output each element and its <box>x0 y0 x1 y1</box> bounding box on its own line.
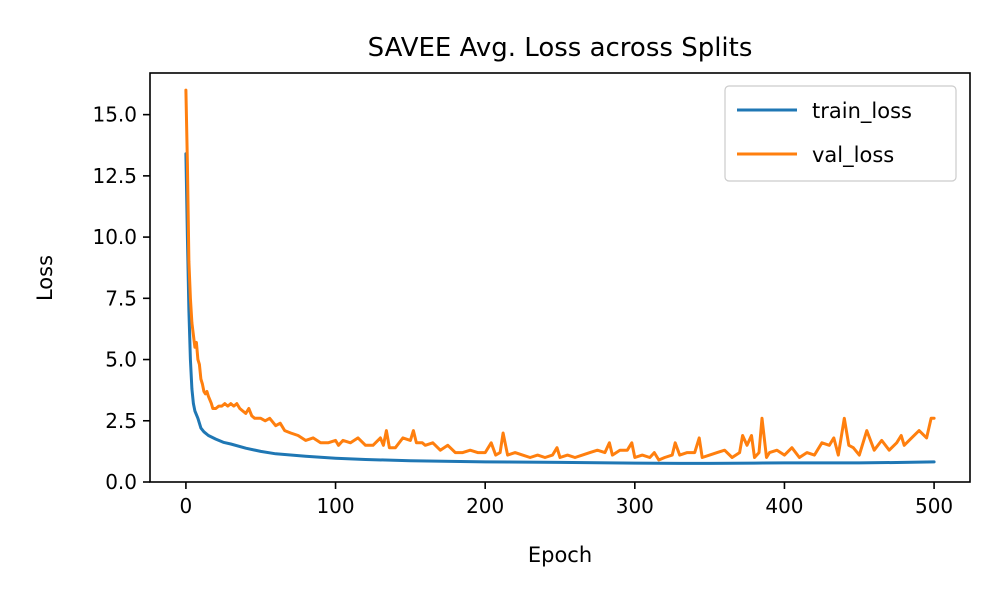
legend-label-train-loss: train_loss <box>812 99 912 124</box>
plot-lines <box>184 88 936 465</box>
y-tick-label: 2.5 <box>105 409 137 433</box>
y-tick-label: 7.5 <box>105 286 137 310</box>
legend-label-val-loss: val_loss <box>812 143 894 168</box>
x-tick-label: 400 <box>765 494 803 518</box>
x-axis-label: Epoch <box>528 543 592 567</box>
x-tick-label: 300 <box>616 494 654 518</box>
legend: train_loss val_loss <box>724 85 957 182</box>
y-tick-label: 5.0 <box>105 348 137 372</box>
x-tick-label: 500 <box>915 494 953 518</box>
y-tick-label: 15.0 <box>92 103 137 127</box>
series-line-val-loss <box>184 88 936 462</box>
x-tick-label: 0 <box>180 494 193 518</box>
chart-title: SAVEE Avg. Loss across Splits <box>368 33 753 63</box>
y-tick-label: 0.0 <box>105 470 137 494</box>
plot-frame <box>149 72 971 483</box>
x-tick-label: 200 <box>466 494 504 518</box>
x-tick-label: 100 <box>316 494 354 518</box>
y-tick-label: 12.5 <box>92 164 137 188</box>
y-axis-ticks: 0.0 2.5 5.0 7.5 10.0 12.5 15.0 <box>92 103 150 494</box>
x-axis-ticks: 0 100 200 300 400 500 <box>180 482 953 518</box>
y-axis-label: Loss <box>33 255 57 301</box>
series-line-train-loss <box>184 152 936 465</box>
y-tick-label: 10.0 <box>92 225 137 249</box>
